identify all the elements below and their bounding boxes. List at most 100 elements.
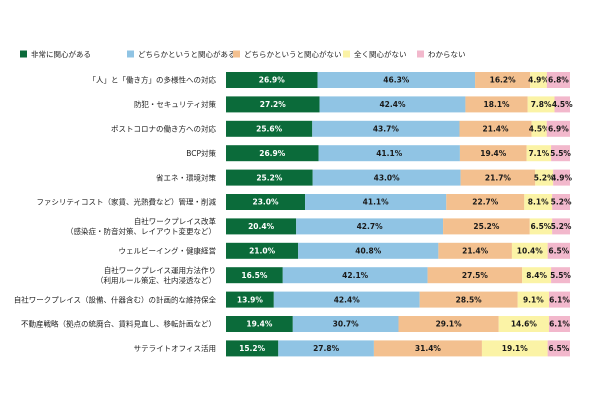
category-label: （感染症・防音対策、レイアウト変更など）	[66, 226, 216, 236]
bar-segment	[465, 96, 528, 113]
value-label: 31.4%	[415, 344, 442, 353]
value-label: 8.1%	[528, 198, 549, 207]
bar-segment	[459, 145, 527, 162]
value-label: 21.7%	[485, 173, 512, 182]
bar-segment	[318, 145, 460, 162]
bar-segment	[551, 267, 570, 284]
bar-segment	[226, 194, 306, 210]
bar-segment	[531, 120, 547, 137]
bar-segment	[438, 242, 512, 259]
bar-segment	[319, 96, 466, 113]
value-label: 21.4%	[483, 125, 510, 134]
bar-segment	[312, 120, 460, 137]
category-label: 自社ワークプレイス改革	[134, 216, 217, 226]
value-label: 42.7%	[357, 222, 384, 231]
value-label: 6.1%	[549, 320, 570, 329]
value-label: 6.8%	[548, 76, 569, 85]
chart-legend: 非常に関心がある どちらかというと関心がある どちらかというと関心がない 全く関心がな…	[20, 49, 466, 59]
bar-segment	[226, 145, 319, 162]
value-label: 14.6%	[511, 320, 538, 329]
value-label: 16.2%	[490, 76, 517, 85]
bar-segment	[312, 169, 461, 186]
value-label: 19.1%	[502, 344, 529, 353]
category-label: ポストコロナの働き方への対応	[111, 124, 216, 134]
value-label: 4.9%	[528, 76, 549, 85]
value-label: 43.7%	[373, 125, 400, 134]
value-label: 42.4%	[379, 100, 406, 109]
bar-segment	[226, 72, 318, 88]
category-label: 自社ワークプレイス（設備、什器含む）の計画的な維持保全	[14, 294, 217, 304]
bar-segment	[373, 340, 482, 357]
bar-segment	[226, 242, 299, 259]
value-label: 25.2%	[256, 173, 283, 182]
value-label: 18.1%	[484, 100, 511, 109]
bar-segment	[530, 72, 547, 88]
value-label: 7.8%	[531, 100, 552, 109]
category-label: （利用ルール策定、社内浸透など）	[96, 275, 216, 285]
value-label: 6.5%	[531, 222, 552, 231]
bar-segment	[226, 267, 283, 284]
value-label: 21.0%	[249, 247, 276, 256]
value-label: 6.1%	[549, 295, 570, 304]
value-label: 5.5%	[550, 271, 571, 280]
value-label: 27.2%	[260, 100, 287, 109]
bars: 26.9% 46.3% 16.2% 4.9% 6.8%27.2% 42.4% 18.1% 7.…	[226, 72, 573, 357]
bar-segment	[552, 218, 570, 235]
legend-label: わからない	[428, 50, 466, 59]
bar-segment	[554, 96, 570, 113]
bar-segment	[551, 145, 570, 162]
category-label: 省エネ・環境対策	[156, 172, 216, 182]
value-label: 23.0%	[253, 198, 280, 207]
value-label: 40.8%	[355, 247, 382, 256]
bar-segment	[226, 340, 279, 357]
legend-swatch	[417, 50, 424, 58]
bar-segment	[524, 194, 553, 210]
bar-segment	[296, 218, 444, 235]
value-label: 21.4%	[462, 247, 489, 256]
value-label: 13.9%	[237, 295, 264, 304]
value-label: 4.5%	[552, 100, 573, 109]
category-label: ウェルビーイング・健康経営	[119, 246, 217, 256]
value-label: 41.1%	[363, 198, 390, 207]
bar-segment	[547, 340, 570, 357]
bar-segment	[529, 218, 553, 235]
bar-segment	[226, 291, 274, 308]
bar-segment	[292, 316, 399, 332]
bar-segment	[511, 242, 548, 259]
value-label: 5.2%	[551, 198, 572, 207]
legend-label: 全く関心がない	[354, 49, 407, 59]
value-label: 29.1%	[436, 320, 463, 329]
value-label: 25.2%	[473, 222, 500, 231]
category-label: サテライトオフィス活用	[134, 343, 216, 353]
value-label: 6.5%	[548, 344, 569, 353]
bar-segment	[226, 316, 293, 332]
value-label: 19.4%	[246, 320, 273, 329]
value-label: 5.2%	[534, 173, 555, 182]
category-label: BCP対策	[186, 148, 216, 158]
bar-segment	[526, 145, 552, 162]
value-label: 8.4%	[526, 271, 547, 280]
value-label: 16.5%	[241, 271, 268, 280]
bar-segment	[273, 291, 420, 308]
value-label: 27.8%	[313, 344, 340, 353]
bar-segment	[498, 316, 549, 332]
bar-segment	[552, 194, 570, 210]
bar-segment	[553, 169, 570, 186]
value-label: 6.5%	[548, 247, 569, 256]
value-label: 43.0%	[374, 173, 401, 182]
value-label: 5.2%	[551, 222, 572, 231]
value-label: 41.1%	[376, 149, 403, 158]
bar-segment	[527, 96, 555, 113]
bar-segment	[549, 291, 570, 308]
value-label: 7.1%	[528, 149, 549, 158]
category-label: 不動産戦略（拠点の統廃合、賃料見直し、移転計画など）	[21, 319, 216, 329]
value-label: 25.6%	[256, 125, 283, 134]
bar-segment	[226, 120, 313, 137]
value-label: 19.4%	[480, 149, 507, 158]
legend-swatch	[127, 50, 134, 58]
bar-segment	[546, 120, 570, 137]
bar-segment	[305, 194, 447, 210]
legend-swatch	[343, 50, 350, 58]
bar-segment	[419, 291, 518, 308]
